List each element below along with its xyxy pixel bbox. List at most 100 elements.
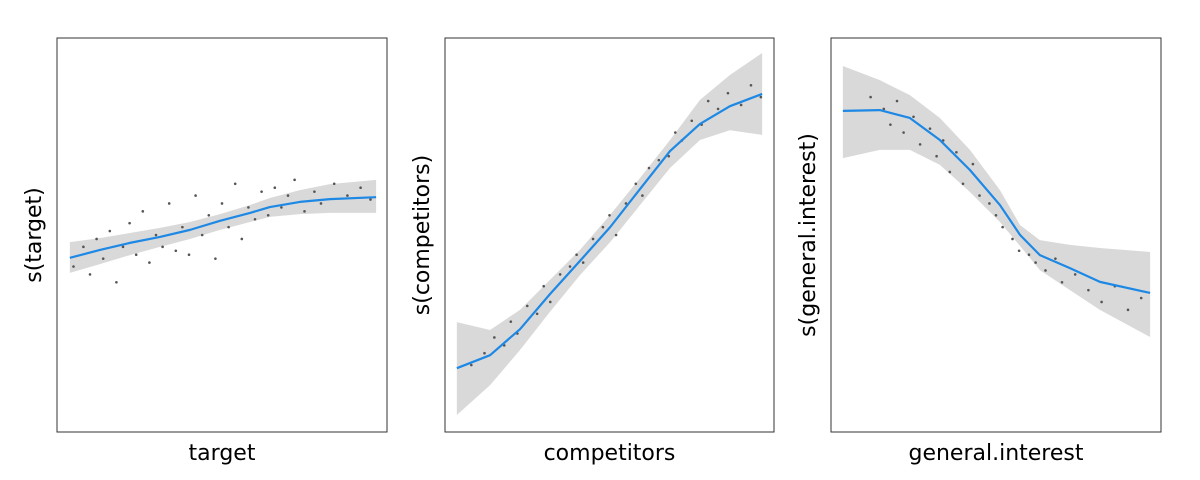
residual-point (889, 123, 892, 126)
residual-point (869, 95, 872, 99)
residual-point (220, 202, 224, 205)
residual-point (1034, 261, 1037, 264)
residual-point (955, 150, 958, 154)
residual-point (121, 245, 125, 249)
residual-point (525, 304, 529, 308)
residual-point (941, 139, 945, 142)
residual-point (280, 206, 283, 209)
residual-point (591, 237, 595, 241)
residual-point (493, 336, 496, 339)
residual-point (313, 190, 316, 193)
residual-point (88, 273, 92, 276)
residual-point (1027, 253, 1031, 256)
residual-point (108, 229, 112, 233)
residual-point (286, 194, 290, 197)
residual-point (548, 300, 552, 304)
y-axis-label: s(competitors) (410, 155, 435, 315)
residual-point (994, 214, 998, 217)
residual-point (148, 261, 151, 264)
residual-point (726, 91, 730, 95)
residual-point (918, 143, 922, 146)
residual-point (346, 194, 349, 197)
residual-point (141, 210, 145, 213)
residual-point (608, 214, 611, 217)
residual-point (1060, 280, 1064, 284)
residual-point (935, 154, 938, 158)
residual-point (971, 162, 975, 166)
residual-point (187, 253, 191, 256)
residual-point (657, 158, 661, 162)
residual-point (332, 182, 336, 186)
residual-point (72, 265, 75, 268)
residual-point (260, 190, 263, 193)
residual-point (978, 194, 981, 197)
residual-point (1011, 237, 1014, 241)
x-axis-label: competitors (544, 441, 676, 466)
residual-point (303, 210, 306, 213)
residual-point (882, 107, 886, 111)
residual-point (1017, 249, 1021, 253)
residual-point (634, 182, 638, 186)
residual-point (483, 351, 486, 355)
residual-point (266, 214, 270, 217)
residual-point (739, 103, 743, 107)
residual-point (706, 99, 710, 103)
residual-point (1139, 296, 1143, 300)
residual-point (161, 245, 164, 249)
residual-point (759, 95, 763, 99)
residual-point (988, 202, 991, 205)
residual-point (647, 166, 651, 170)
residual-point (1100, 300, 1103, 304)
residual-point (95, 237, 98, 241)
residual-point (174, 249, 178, 253)
confidence-band (456, 52, 763, 416)
residual-point (535, 312, 539, 316)
residual-point (181, 225, 184, 229)
residual-point (253, 217, 257, 221)
residual-point (624, 202, 628, 205)
plot-frame (444, 37, 775, 433)
residual-point (240, 237, 244, 241)
residual-point (115, 280, 118, 284)
residual-point (575, 253, 578, 256)
residual-point (948, 170, 952, 174)
residual-point (200, 233, 204, 237)
smooth-line (842, 109, 1151, 294)
residual-point (101, 257, 105, 260)
residual-point (902, 131, 905, 134)
residual-point (690, 119, 694, 123)
residual-point (674, 131, 677, 134)
residual-point (233, 182, 237, 186)
residual-point (558, 273, 562, 276)
residual-point (961, 182, 965, 186)
residual-point (1087, 288, 1090, 292)
residual-point (667, 154, 671, 158)
residual-point (1073, 273, 1077, 276)
residual-point (912, 115, 915, 119)
residual-point (154, 233, 158, 237)
x-axis-label: general.interest (908, 441, 1083, 466)
residual-point (319, 202, 323, 205)
residual-point (568, 265, 572, 268)
plot-frame (56, 37, 388, 433)
residual-point (82, 245, 85, 249)
residual-point (359, 186, 362, 190)
plot-frame (830, 37, 1162, 433)
y-axis-label: s(general.interest) (796, 133, 821, 337)
residual-point (1044, 269, 1047, 272)
residual-point (928, 127, 932, 130)
residual-point (895, 99, 899, 103)
y-axis-label: s(target) (22, 187, 47, 283)
residual-point (207, 214, 211, 217)
residual-point (601, 225, 605, 229)
confidence-band (69, 179, 377, 273)
residual-point (128, 221, 131, 225)
x-axis-label: target (189, 441, 256, 466)
residual-point (1001, 225, 1004, 229)
residual-point (581, 261, 585, 264)
residual-point (293, 178, 296, 182)
smooth-line (69, 196, 377, 259)
residual-point (716, 107, 720, 111)
residual-point (273, 186, 277, 190)
